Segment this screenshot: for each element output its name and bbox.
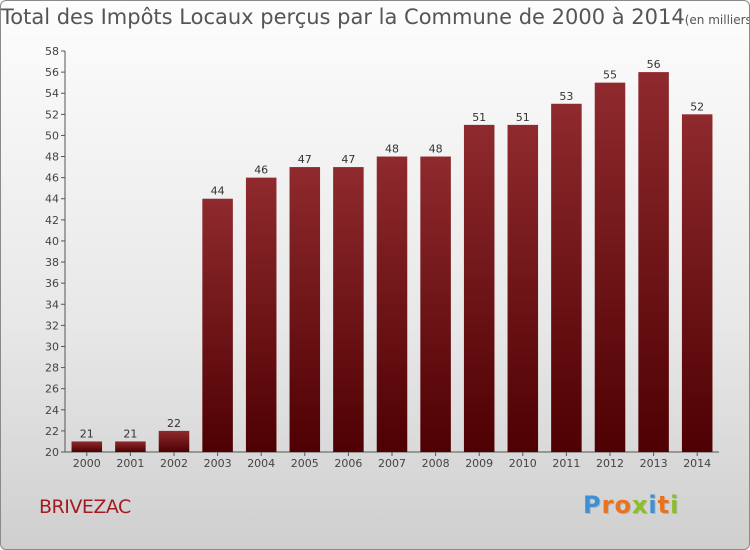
bar-value-label: 51 bbox=[472, 111, 486, 124]
bar bbox=[638, 72, 669, 453]
y-tick-label: 50 bbox=[45, 129, 59, 142]
bar bbox=[376, 156, 408, 453]
y-tick-label: 40 bbox=[45, 235, 59, 248]
x-axis: 2000 2001 2002 2003 2004 2005 2006 2007 2008 2009… bbox=[65, 451, 719, 470]
x-tick-label: 2014 bbox=[683, 457, 711, 470]
y-tick-label: 36 bbox=[45, 277, 59, 290]
y-tick-label: 58 bbox=[45, 45, 59, 58]
logo-letter: i bbox=[648, 491, 658, 519]
y-tick-label: 32 bbox=[45, 319, 59, 332]
y-tick-label: 38 bbox=[45, 256, 59, 269]
bar-value-label: 21 bbox=[80, 427, 94, 440]
x-tick-label: 2010 bbox=[509, 457, 537, 470]
bars: 21 21 22 44 46 47 47 48 48 51 51 53 55 56 52 bbox=[71, 58, 713, 453]
bar-value-label: 47 bbox=[298, 153, 312, 166]
logo-letter: r bbox=[601, 491, 615, 519]
logo-letter: P bbox=[583, 491, 602, 519]
x-tick-label: 2013 bbox=[640, 457, 668, 470]
y-tick-label: 34 bbox=[45, 298, 59, 311]
x-tick-label: 2007 bbox=[378, 457, 406, 470]
bar-value-label: 48 bbox=[429, 143, 443, 156]
bar-value-label: 56 bbox=[647, 58, 661, 71]
y-tick-label: 22 bbox=[45, 425, 59, 438]
bar-value-label: 51 bbox=[516, 111, 530, 124]
bar bbox=[463, 124, 495, 453]
x-tick-label: 2004 bbox=[247, 457, 275, 470]
y-tick-label: 28 bbox=[45, 362, 59, 375]
bar bbox=[115, 441, 146, 452]
bar bbox=[333, 167, 364, 452]
x-tick-label: 2006 bbox=[334, 457, 362, 470]
x-tick-label: 2009 bbox=[465, 457, 493, 470]
y-tick-label: 30 bbox=[45, 340, 59, 353]
bar-value-label: 21 bbox=[123, 427, 137, 440]
bar bbox=[71, 441, 103, 452]
x-tick-label: 2003 bbox=[204, 457, 232, 470]
bar-value-label: 55 bbox=[603, 69, 617, 82]
bar-value-label: 47 bbox=[341, 153, 355, 166]
x-tick-label: 2012 bbox=[596, 457, 624, 470]
x-tick-label: 2001 bbox=[116, 457, 144, 470]
y-tick-label: 26 bbox=[45, 383, 59, 396]
bar bbox=[420, 156, 451, 453]
bar bbox=[202, 198, 233, 452]
y-tick-label: 52 bbox=[45, 108, 59, 121]
chart-title-main: Total des Impôts Locaux perçus par la Co… bbox=[1, 5, 685, 29]
x-tick-label: 2002 bbox=[160, 457, 188, 470]
logo-letter: t bbox=[657, 491, 671, 519]
bar-value-label: 53 bbox=[559, 90, 573, 103]
x-tick-label: 2011 bbox=[552, 457, 580, 470]
logo-letter: i bbox=[670, 491, 680, 519]
y-tick-label: 44 bbox=[45, 193, 59, 206]
chart-title-unit: (en milliers d'€) bbox=[684, 13, 750, 27]
y-tick-label: 46 bbox=[45, 172, 59, 185]
proxiti-logo: Proxiti bbox=[583, 491, 679, 519]
y-tick-label: 54 bbox=[45, 87, 59, 100]
bar-value-label: 52 bbox=[690, 100, 704, 113]
x-tick-label: 2008 bbox=[422, 457, 450, 470]
y-tick-label: 24 bbox=[45, 404, 59, 417]
logo-letter: x bbox=[631, 491, 649, 519]
x-tick-label: 2005 bbox=[291, 457, 319, 470]
y-axis: 20 22 24 26 28 30 32 34 36 38 40 42 44 46 48 50 52 54 56 58 bbox=[45, 45, 66, 459]
logo-letter: o bbox=[614, 491, 632, 519]
commune-name: BRIVEZAC bbox=[39, 496, 131, 518]
chart-title: Total des Impôts Locaux perçus par la Co… bbox=[1, 5, 749, 29]
bar bbox=[289, 167, 321, 452]
bar bbox=[245, 177, 277, 452]
y-tick-label: 48 bbox=[45, 151, 59, 164]
y-tick-label: 42 bbox=[45, 214, 59, 227]
x-tick-label: 2000 bbox=[73, 457, 101, 470]
bar-value-label: 22 bbox=[167, 417, 181, 430]
bar-value-label: 48 bbox=[385, 143, 399, 156]
bar bbox=[594, 82, 626, 452]
bar bbox=[158, 430, 190, 452]
bar bbox=[551, 103, 582, 453]
bar bbox=[681, 114, 713, 452]
bar bbox=[507, 124, 539, 453]
bar-value-label: 46 bbox=[254, 164, 268, 177]
bar-value-label: 44 bbox=[211, 185, 225, 198]
y-tick-label: 56 bbox=[45, 66, 59, 79]
y-tick-label: 20 bbox=[45, 446, 59, 459]
